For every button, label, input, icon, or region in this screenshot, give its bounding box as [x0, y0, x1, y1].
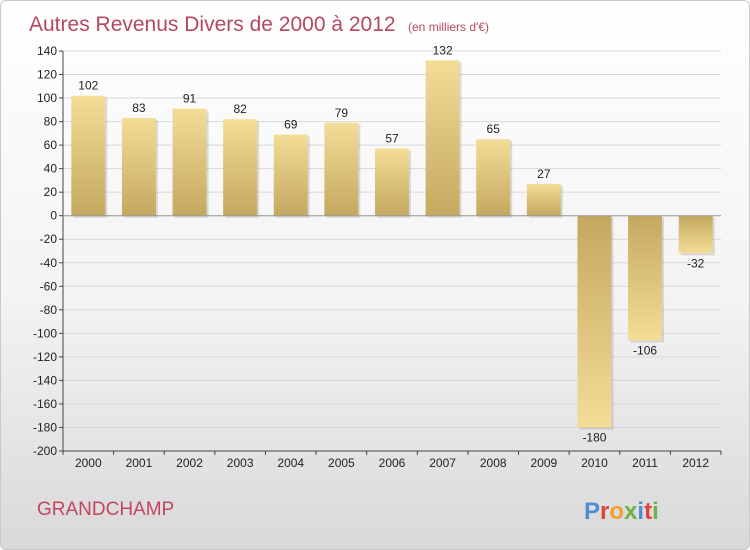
y-tick-label: 140 [37, 44, 57, 58]
x-tick-label: 2012 [682, 456, 709, 470]
bar-value-label: -180 [582, 430, 606, 444]
logo-letter: x [624, 498, 638, 525]
y-tick-label: -60 [40, 279, 58, 293]
y-tick-label: -160 [33, 397, 57, 411]
x-tick-label: 2007 [429, 456, 456, 470]
chart-title: Autres Revenus Divers de 2000 à 2012 [29, 13, 396, 36]
y-tick-label: -140 [33, 373, 57, 387]
x-tick-label: 2009 [530, 456, 557, 470]
y-tick-label: 60 [44, 138, 58, 152]
y-tick-label: -40 [40, 256, 58, 270]
x-tick-label: 2011 [632, 456, 658, 470]
y-tick-label: -100 [33, 326, 57, 340]
bar [628, 215, 663, 341]
y-tick-label: 0 [50, 209, 57, 223]
bar [577, 215, 612, 428]
bar-value-label: 132 [433, 43, 453, 57]
bar [476, 139, 511, 216]
logo-letter: P [584, 498, 600, 525]
y-tick-label: 40 [44, 162, 58, 176]
bar [172, 108, 207, 216]
y-axis-ticks: -200-180-160-140-120-100-80-60-40-200204… [33, 44, 63, 458]
grid-lines [63, 50, 721, 452]
bar [71, 95, 106, 216]
y-tick-label: 80 [44, 115, 58, 129]
bar [425, 60, 460, 216]
x-tick-label: 2002 [176, 456, 203, 470]
y-tick-label: 100 [37, 91, 57, 105]
bar [526, 183, 561, 216]
bar [273, 134, 308, 216]
axes [62, 51, 721, 452]
y-tick-label: -80 [40, 303, 58, 317]
bar-value-label: 91 [183, 92, 197, 106]
bar-value-label: 65 [487, 122, 501, 136]
bar-value-label: 57 [385, 132, 399, 146]
x-tick-label: 2004 [277, 456, 304, 470]
bar [678, 215, 713, 254]
y-tick-label: 20 [44, 185, 58, 199]
bar-value-label: 27 [537, 167, 551, 181]
bar-value-label: 69 [284, 118, 298, 132]
bar-value-label: 83 [132, 101, 146, 115]
logo-letter: o [609, 498, 624, 525]
bar-value-label: -106 [633, 343, 657, 357]
bar [223, 119, 258, 216]
bar-value-label: 79 [335, 106, 349, 120]
x-tick-label: 2001 [126, 456, 153, 470]
x-tick-label: 2010 [581, 456, 608, 470]
x-tick-label: 2005 [328, 456, 355, 470]
y-tick-label: -200 [33, 444, 57, 458]
x-tick-label: 2006 [379, 456, 406, 470]
bar [375, 148, 409, 216]
x-tick-label: 2003 [227, 456, 254, 470]
y-tick-label: 120 [37, 68, 57, 82]
logo-letter: i [652, 498, 659, 525]
logo-letter: r [600, 498, 609, 525]
bars: 102 83 91 82 69 79 57 132 65 27 -180 -106 -32 [71, 43, 715, 444]
bar-value-label: 102 [78, 79, 98, 93]
x-tick-label: 2008 [480, 456, 507, 470]
x-tick-label: 2000 [75, 456, 102, 470]
bar [324, 122, 359, 216]
y-tick-label: -20 [40, 232, 58, 246]
proxiti-logo: Proxiti [584, 498, 659, 525]
logo-letter: t [644, 498, 652, 525]
y-tick-label: -180 [33, 420, 57, 434]
y-tick-label: -120 [33, 350, 57, 364]
town-name: GRANDCHAMP [37, 499, 174, 520]
bar-value-label: 82 [233, 102, 247, 116]
x-axis-ticks: 2000 2001 2002 2003 2004 2005 2006 2007 2008 2009… [62, 451, 722, 470]
svg-text:Autres Revenus Divers de 2000: Autres Revenus Divers de 2000 à 2012 (en… [29, 13, 489, 36]
chart-unit: (en milliers d'€) [408, 20, 489, 34]
logo-letter: i [637, 498, 644, 525]
bar [121, 118, 156, 216]
bar-value-label: -32 [687, 256, 705, 270]
